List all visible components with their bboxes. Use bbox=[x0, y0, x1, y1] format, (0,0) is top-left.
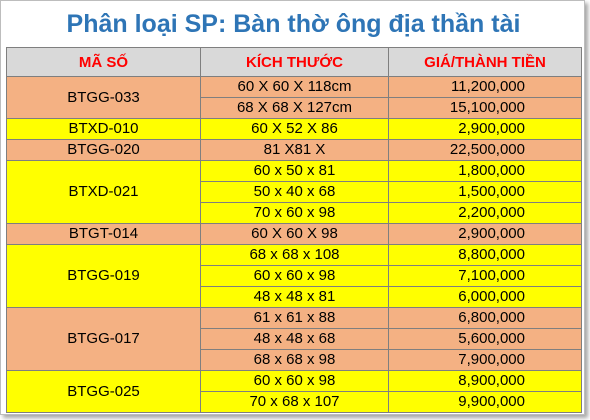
table-row: 50 x 40 x 68 1,500,000 bbox=[7, 181, 582, 203]
size-cell: 68 x 68 x 108 bbox=[200, 244, 389, 266]
table-row: BTXD-010 60 X 52 X 86 2,900,000 bbox=[6, 118, 582, 140]
price-cell: 5,600,000 bbox=[388, 328, 582, 350]
product-code-cell: BTGG-020 bbox=[6, 139, 201, 161]
price-cell: 8,900,000 bbox=[388, 370, 582, 392]
table-row: BTGG-017 61 x 61 x 88 6,800,000 bbox=[6, 307, 582, 371]
size-cell: 61 x 61 x 88 bbox=[200, 307, 389, 329]
price-cell: 6,800,000 bbox=[388, 307, 582, 329]
product-code-cell: BTGG-019 bbox=[6, 244, 201, 308]
size-cell: 60 x 60 x 98 bbox=[200, 265, 389, 287]
size-cell: 68 X 68 X 127cm bbox=[200, 97, 389, 119]
price-cell: 2,900,000 bbox=[388, 118, 582, 140]
table-row: BTGG-033 60 X 60 X 118cm 11,200,000 bbox=[6, 76, 582, 119]
table-row: 48 x 48 x 81 6,000,000 bbox=[7, 286, 582, 308]
product-code-cell: BTGG-017 bbox=[6, 307, 201, 371]
table-row: BTGG-020 81 X81 X 22,500,000 bbox=[6, 139, 582, 161]
size-cell: 60 x 50 x 81 bbox=[200, 160, 389, 182]
product-code-cell: BTXD-010 bbox=[6, 118, 201, 140]
price-cell: 1,800,000 bbox=[388, 160, 582, 182]
price-cell: 1,500,000 bbox=[388, 181, 582, 203]
price-cell: 9,900,000 bbox=[388, 391, 582, 413]
price-cell: 15,100,000 bbox=[388, 97, 582, 119]
table-row: 48 x 48 x 68 5,600,000 bbox=[7, 328, 582, 350]
product-code-cell: BTGG-025 bbox=[6, 370, 201, 413]
table-row: BTGT-014 60 X 60 X 98 2,900,000 bbox=[6, 223, 582, 245]
size-cell: 68 x 68 x 98 bbox=[200, 349, 389, 371]
size-cell: 81 X81 X bbox=[200, 139, 389, 161]
table-row: 70 x 60 x 98 2,200,000 bbox=[7, 202, 582, 224]
price-cell: 8,800,000 bbox=[388, 244, 582, 266]
header-row: MÃ SỐ KÍCH THƯỚC GIÁ/THÀNH TIỀN bbox=[6, 47, 582, 77]
product-code-cell: BTGG-033 bbox=[6, 76, 201, 119]
table-row: BTGG-019 68 x 68 x 108 8,800,000 bbox=[6, 244, 582, 308]
table-row: BTXD-021 60 x 50 x 81 1,800,000 bbox=[6, 160, 582, 224]
header-code: MÃ SỐ bbox=[6, 47, 201, 77]
product-code-cell: BTXD-021 bbox=[6, 160, 201, 224]
price-cell: 11,200,000 bbox=[388, 76, 582, 98]
header-price: GIÁ/THÀNH TIỀN bbox=[388, 47, 582, 77]
product-code-cell: BTGT-014 bbox=[6, 223, 201, 245]
size-cell: 60 X 52 X 86 bbox=[200, 118, 389, 140]
size-cell: 70 x 68 x 107 bbox=[200, 391, 389, 413]
price-cell: 2,200,000 bbox=[388, 202, 582, 224]
price-cell: 7,900,000 bbox=[388, 349, 582, 371]
table-body: BTGG-033 60 X 60 X 118cm 11,200,000 68 X 68… bbox=[6, 76, 582, 413]
size-cell: 60 X 60 X 98 bbox=[200, 223, 389, 245]
price-cell: 2,900,000 bbox=[388, 223, 582, 245]
page-title: Phân loại SP: Bàn thờ ông địa thần tài bbox=[66, 10, 521, 38]
size-cell: 60 X 60 X 118cm bbox=[200, 76, 389, 98]
table-row: 68 X 68 X 127cm 15,100,000 bbox=[7, 97, 582, 119]
product-sheet: Phân loại SP: Bàn thờ ông địa thần tài M… bbox=[0, 0, 585, 415]
size-cell: 60 x 60 x 98 bbox=[200, 370, 389, 392]
size-cell: 70 x 60 x 98 bbox=[200, 202, 389, 224]
price-cell: 22,500,000 bbox=[388, 139, 582, 161]
table-row: 68 x 68 x 98 7,900,000 bbox=[7, 349, 582, 371]
table-row: BTGG-025 60 x 60 x 98 8,900,000 bbox=[6, 370, 582, 413]
header-size: KÍCH THƯỚC bbox=[200, 47, 389, 77]
table-row: 70 x 68 x 107 9,900,000 bbox=[7, 391, 582, 413]
size-cell: 50 x 40 x 68 bbox=[200, 181, 389, 203]
price-cell: 7,100,000 bbox=[388, 265, 582, 287]
size-cell: 48 x 48 x 68 bbox=[200, 328, 389, 350]
price-table: MÃ SỐ KÍCH THƯỚC GIÁ/THÀNH TIỀN BTGG-033… bbox=[6, 47, 582, 413]
price-cell: 6,000,000 bbox=[388, 286, 582, 308]
size-cell: 48 x 48 x 81 bbox=[200, 286, 389, 308]
